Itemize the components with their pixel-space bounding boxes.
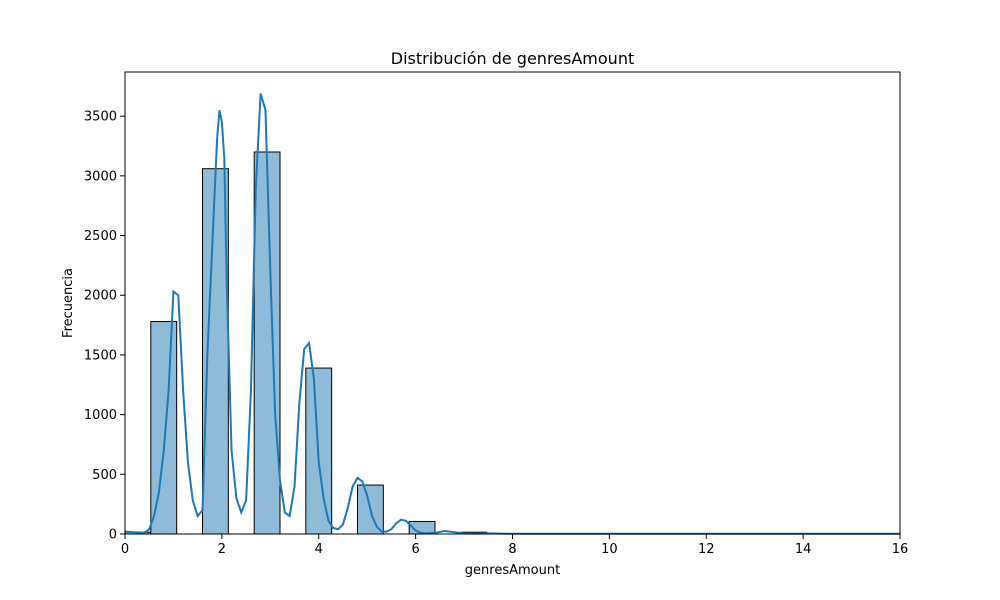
y-axis-label: Frecuencia — [61, 268, 76, 338]
x-tick-label: 4 — [315, 542, 323, 557]
x-tick-label: 8 — [508, 542, 516, 557]
x-tick-label: 0 — [121, 542, 129, 557]
chart-title: Distribución de genresAmount — [391, 49, 634, 68]
histogram-bar-1 — [150, 321, 178, 535]
y-axis-ticks: 0 500 1000 1500 2000 2500 3000 3500 — [84, 110, 125, 543]
y-tick-label: 2500 — [84, 229, 117, 244]
y-tick-label: 500 — [92, 468, 117, 483]
x-tick-label: 2 — [218, 542, 226, 557]
kde-curve — [124, 93, 900, 535]
x-axis-ticks: 0 2 4 6 8 10 12 14 16 — [121, 534, 908, 557]
y-tick-label: 0 — [109, 528, 117, 543]
x-tick-label: 16 — [892, 542, 909, 557]
x-axis-label: genresAmount — [465, 563, 560, 578]
x-tick-label: 14 — [795, 542, 812, 557]
histogram-bars — [124, 151, 488, 535]
histogram-bar-3 — [253, 151, 281, 535]
y-tick-label: 1000 — [84, 408, 117, 423]
x-tick-label: 6 — [411, 542, 419, 557]
y-tick-label: 1500 — [84, 348, 117, 363]
y-tick-label: 2000 — [84, 289, 117, 304]
y-tick-label: 3000 — [84, 169, 117, 184]
y-tick-label: 3500 — [84, 110, 117, 125]
x-tick-label: 10 — [601, 542, 618, 557]
histogram-bar-2 — [202, 168, 229, 535]
x-tick-label: 12 — [698, 542, 715, 557]
